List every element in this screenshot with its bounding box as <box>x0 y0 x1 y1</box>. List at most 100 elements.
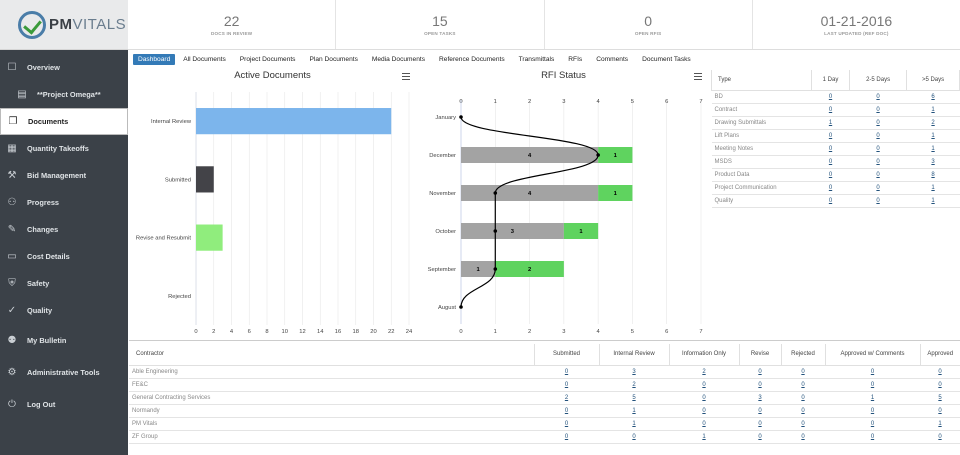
count-link[interactable]: 2 <box>632 381 636 388</box>
stacked-bar-segment[interactable] <box>563 223 599 239</box>
sidebar-item-overview[interactable]: ☐ Overview <box>0 54 128 81</box>
stacked-bar-segment[interactable] <box>461 261 496 277</box>
count-link[interactable]: 0 <box>870 420 875 427</box>
count-link[interactable]: 0 <box>702 381 706 388</box>
column-header[interactable]: Internal Review <box>598 344 669 366</box>
column-header[interactable]: >5 Days <box>906 70 960 91</box>
count-link[interactable]: 0 <box>564 381 569 388</box>
count-link[interactable]: 0 <box>870 407 875 414</box>
stacked-bar-segment[interactable] <box>598 147 633 163</box>
tab-media-documents[interactable]: Media Documents <box>371 55 426 63</box>
bar[interactable] <box>196 108 392 135</box>
count-link[interactable]: 0 <box>632 433 636 440</box>
sidebar-item-project-omega[interactable]: ▤ **Project Omega** <box>0 81 128 108</box>
count-link[interactable]: 1 <box>632 407 636 414</box>
sidebar-item-progress[interactable]: ⚇ Progress <box>0 189 128 216</box>
sidebar-item-safety[interactable]: ⛨ Safety <box>0 270 128 297</box>
count-link[interactable]: 0 <box>702 420 706 427</box>
count-link[interactable]: 0 <box>828 132 833 139</box>
trend-point[interactable] <box>596 153 600 157</box>
count-link[interactable]: 3 <box>758 394 762 401</box>
count-link[interactable]: 1 <box>931 145 935 152</box>
trend-point[interactable] <box>459 115 463 119</box>
count-link[interactable]: 1 <box>931 197 935 204</box>
count-link[interactable]: 0 <box>801 420 805 427</box>
count-link[interactable]: 0 <box>828 158 833 165</box>
count-link[interactable]: 0 <box>828 184 833 191</box>
count-link[interactable]: 0 <box>758 420 762 427</box>
count-link[interactable]: 0 <box>828 145 833 152</box>
column-header[interactable]: 2-5 Days <box>849 70 908 91</box>
count-link[interactable]: 0 <box>801 381 805 388</box>
count-link[interactable]: 0 <box>938 433 942 440</box>
stacked-bar-segment[interactable] <box>495 261 564 277</box>
count-link[interactable]: 3 <box>931 158 935 165</box>
count-link[interactable]: 8 <box>931 171 935 178</box>
sidebar-item-administrative-tools[interactable]: ⚙ Administrative Tools <box>0 359 128 386</box>
column-header[interactable]: Contractor <box>129 344 534 366</box>
stacked-bar-segment[interactable] <box>598 185 633 201</box>
trend-point[interactable] <box>493 229 498 233</box>
sidebar-item-my-bulletin[interactable]: ⚉ My Bulletin <box>0 327 128 354</box>
sidebar-item-log-out[interactable]: ⏻ Log Out <box>0 391 128 418</box>
count-link[interactable]: 1 <box>931 106 935 113</box>
count-link[interactable]: 0 <box>564 407 569 414</box>
tab-transmittals[interactable]: Transmittals <box>518 55 555 63</box>
stacked-bar-segment[interactable] <box>461 223 564 239</box>
sidebar-item-changes[interactable]: ✎ Changes <box>0 216 128 243</box>
count-link[interactable]: 0 <box>876 106 880 113</box>
count-link[interactable]: 0 <box>564 368 569 375</box>
trend-point[interactable] <box>493 191 498 195</box>
column-header[interactable]: Rejected <box>780 344 825 366</box>
count-link[interactable]: 0 <box>876 132 880 139</box>
count-link[interactable]: 5 <box>632 394 636 401</box>
count-link[interactable]: 0 <box>876 171 880 178</box>
count-link[interactable]: 0 <box>876 197 880 204</box>
bar[interactable] <box>196 224 223 251</box>
count-link[interactable]: 1 <box>870 394 875 401</box>
count-link[interactable]: 0 <box>564 420 569 427</box>
count-link[interactable]: 0 <box>758 407 762 414</box>
stacked-bar-segment[interactable] <box>461 147 599 163</box>
count-link[interactable]: 0 <box>828 197 833 204</box>
logo[interactable]: PMVITALS <box>0 0 128 50</box>
sidebar-item-bid-management[interactable]: ⚒ Bid Management <box>0 162 128 189</box>
count-link[interactable]: 0 <box>828 171 833 178</box>
count-link[interactable]: 5 <box>938 394 942 401</box>
count-link[interactable]: 2 <box>931 119 935 126</box>
sidebar-item-cost-details[interactable]: ▭ Cost Details <box>0 243 128 270</box>
count-link[interactable]: 0 <box>801 394 805 401</box>
column-header[interactable]: Type <box>711 70 812 91</box>
count-link[interactable]: 0 <box>828 106 833 113</box>
count-link[interactable]: 0 <box>564 433 569 440</box>
count-link[interactable]: 2 <box>564 394 569 401</box>
tab-all-documents[interactable]: All Documents <box>183 55 226 63</box>
tab-plan-documents[interactable]: Plan Documents <box>309 55 358 63</box>
count-link[interactable]: 0 <box>758 433 762 440</box>
count-link[interactable]: 3 <box>632 368 636 375</box>
bar[interactable] <box>196 166 214 193</box>
count-link[interactable]: 1 <box>938 420 942 427</box>
sidebar-item-documents[interactable]: ❐ Documents <box>0 108 128 135</box>
tab-document-tasks[interactable]: Document Tasks <box>642 55 691 63</box>
tab-rfis[interactable]: RFIs <box>568 55 583 63</box>
column-header[interactable]: Revise <box>738 344 781 366</box>
count-link[interactable]: 0 <box>938 407 942 414</box>
count-link[interactable]: 1 <box>931 132 935 139</box>
column-header[interactable]: Submitted <box>533 344 599 366</box>
count-link[interactable]: 1 <box>931 184 935 191</box>
rfi-chart-menu-icon[interactable] <box>694 73 702 80</box>
count-link[interactable]: 0 <box>801 407 805 414</box>
count-link[interactable]: 0 <box>758 368 762 375</box>
count-link[interactable]: 0 <box>938 368 942 375</box>
column-header[interactable]: Information Only <box>668 344 739 366</box>
count-link[interactable]: 0 <box>938 381 942 388</box>
count-link[interactable]: 0 <box>876 119 880 126</box>
count-link[interactable]: 0 <box>870 381 875 388</box>
tab-comments[interactable]: Comments <box>596 55 629 63</box>
column-header[interactable]: Approved <box>919 344 960 366</box>
trend-point[interactable] <box>459 305 463 309</box>
tab-dashboard[interactable]: Dashboard <box>133 53 176 65</box>
count-link[interactable]: 1 <box>632 420 636 427</box>
count-link[interactable]: 1 <box>702 433 706 440</box>
